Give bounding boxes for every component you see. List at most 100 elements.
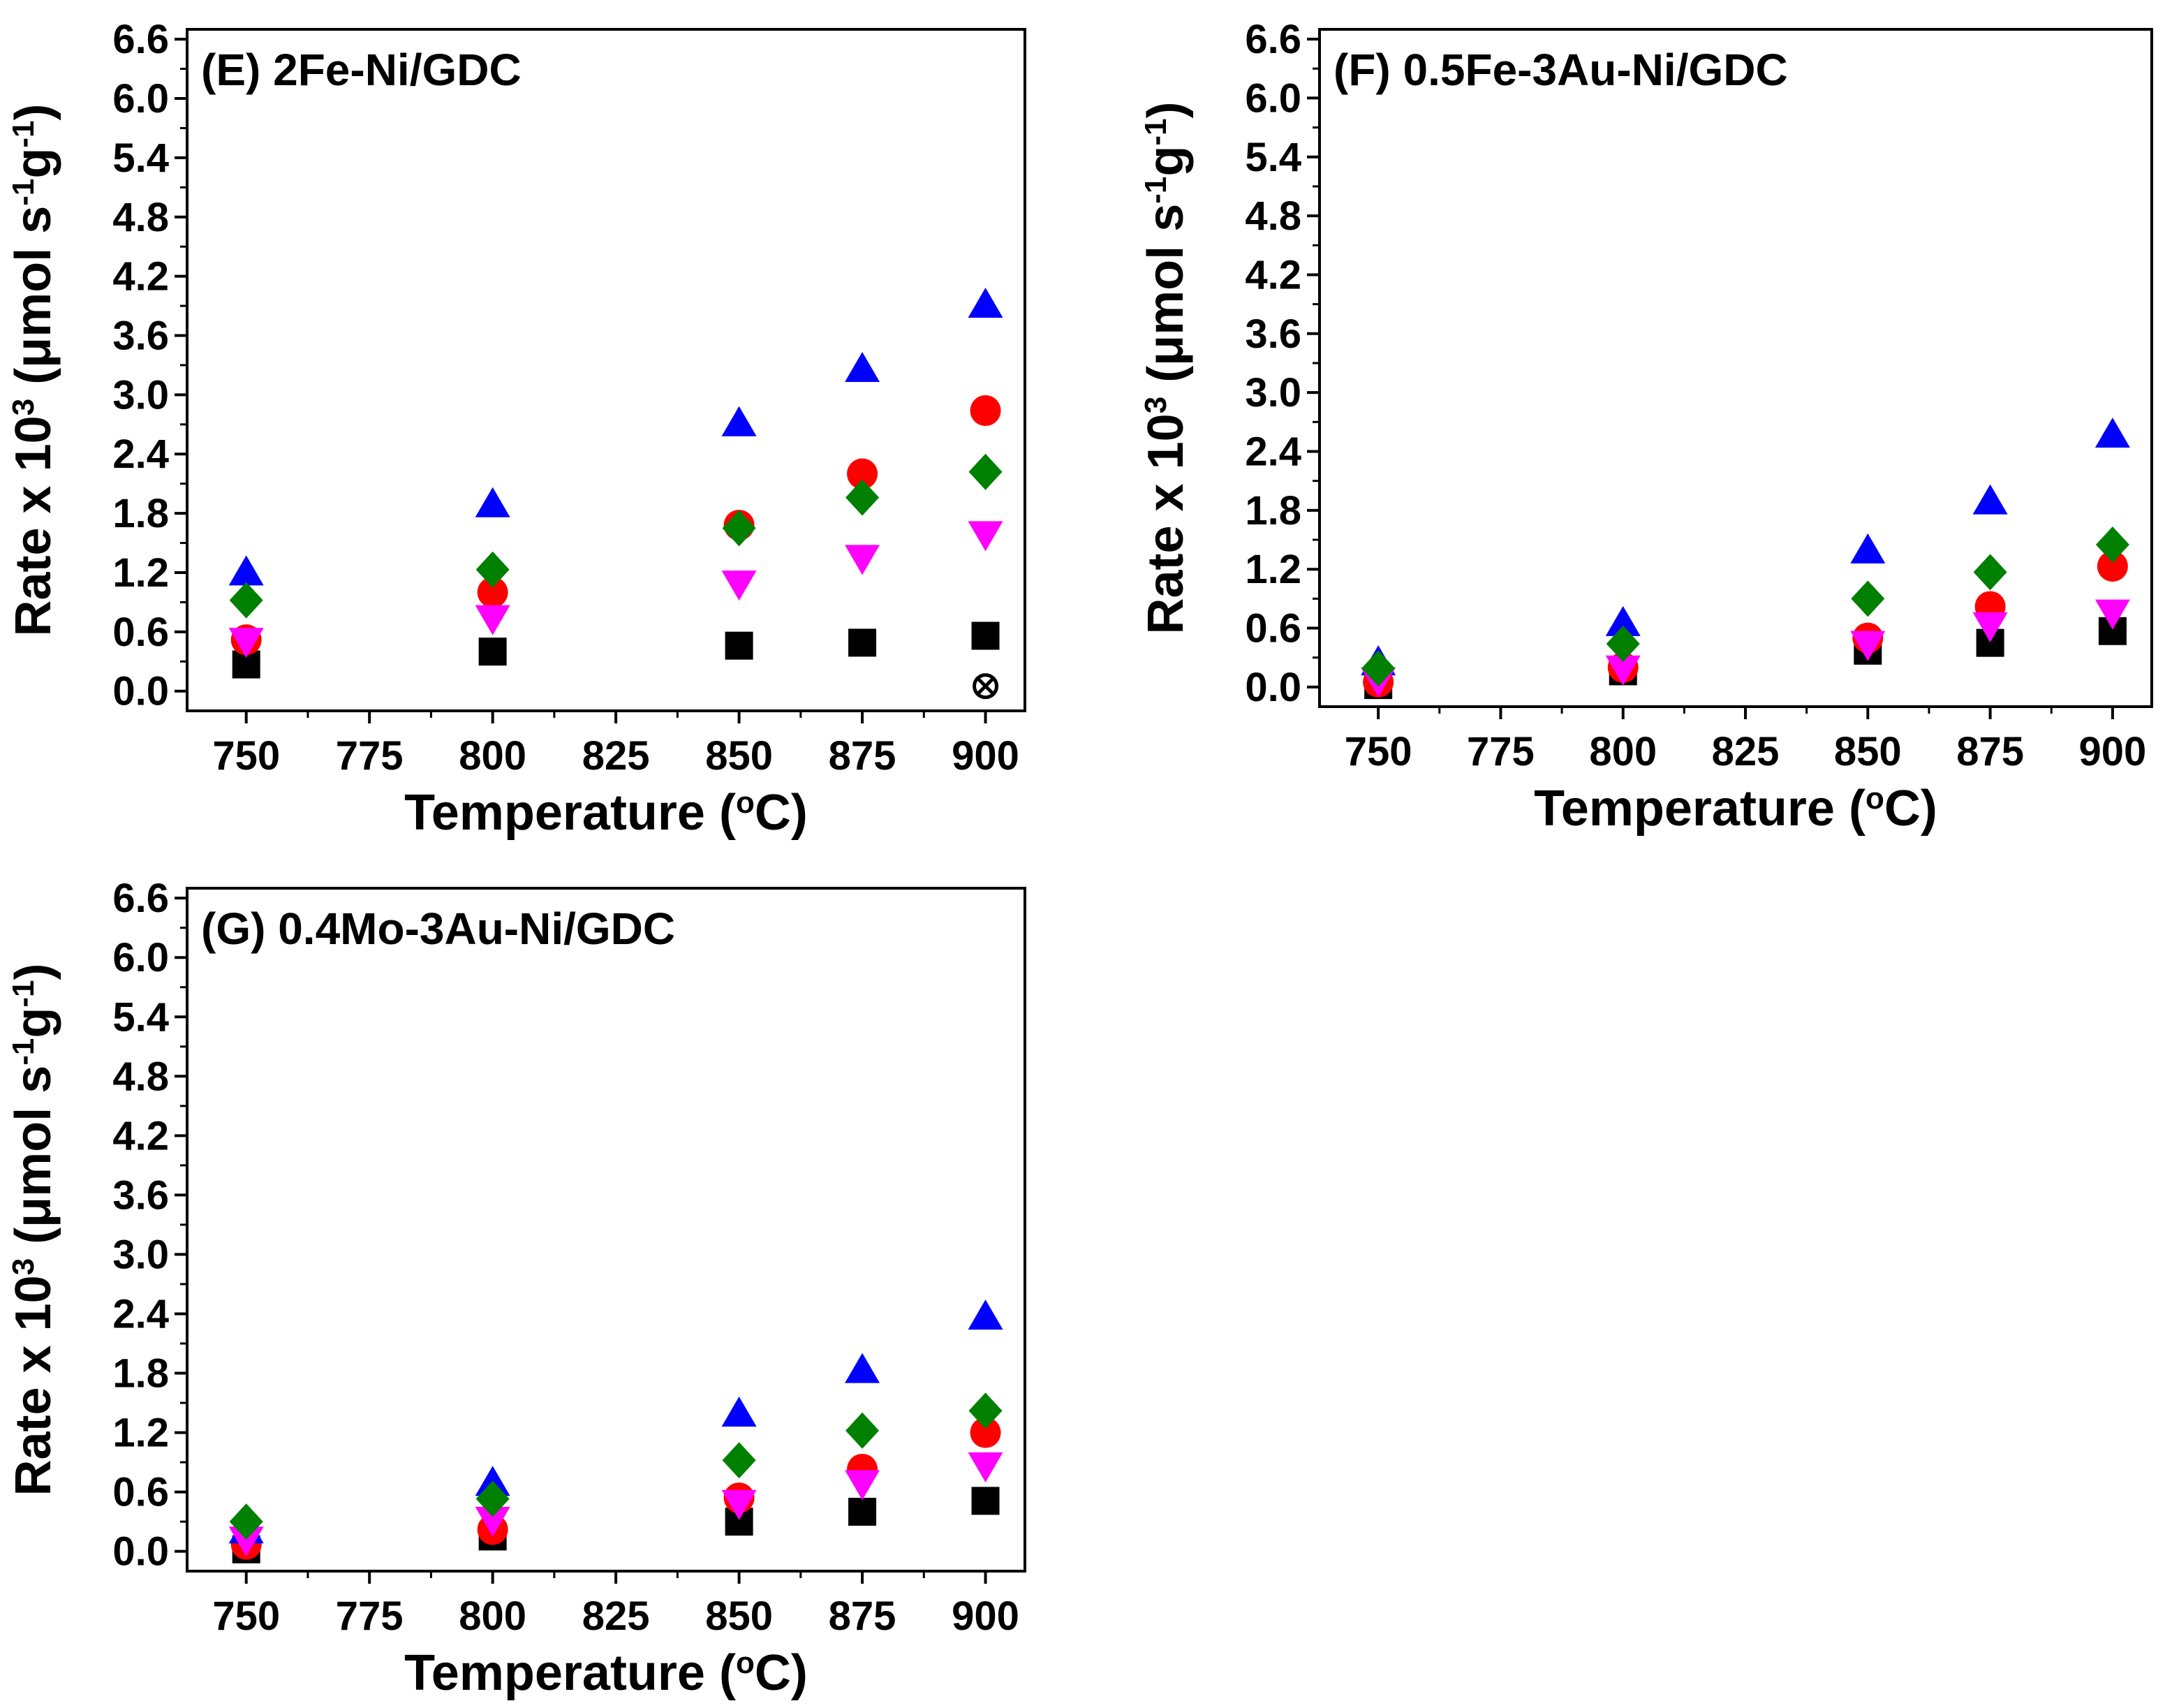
series-triangle-up <box>228 1300 1003 1544</box>
data-point <box>970 395 1001 426</box>
x-tick-label: 750 <box>212 1593 280 1639</box>
plot-frame <box>186 28 1026 712</box>
data-point <box>1973 554 2007 591</box>
x-tick-label: 900 <box>2079 729 2147 774</box>
data-point <box>477 577 508 608</box>
data-point <box>2095 418 2130 448</box>
data-point <box>845 1470 880 1501</box>
series-diamond <box>1361 527 2129 687</box>
chart-panel-f: 0.0 0.6 1.2 1.8 2.4 3.0 3.6 4.2 4.8 5.4 6.0 6.6 750 7… <box>1138 17 2153 837</box>
x-tick-label: 825 <box>1712 729 1780 774</box>
y-tick-label: 3.6 <box>112 313 169 358</box>
data-point <box>1850 631 1886 661</box>
x-tick-label: 825 <box>582 733 650 779</box>
y-tick-label: 1.8 <box>112 491 169 536</box>
data-point <box>968 1392 1003 1429</box>
y-tick-label: 5.4 <box>112 994 169 1040</box>
y-tick-label: 6.0 <box>112 935 169 980</box>
x-tick-label: 800 <box>459 1593 526 1639</box>
y-tick-label: 0.6 <box>112 1470 169 1515</box>
x-tick-label: 750 <box>212 733 280 779</box>
y-tick-label: 5.4 <box>112 135 169 181</box>
y-tick-label: 1.2 <box>112 1411 169 1456</box>
x-tick-label: 900 <box>952 1593 1019 1639</box>
data-point <box>475 605 510 635</box>
y-tick-label: 4.8 <box>112 195 169 240</box>
data-point <box>478 638 507 666</box>
data-point <box>475 487 510 517</box>
y-tick-label: 0.0 <box>1245 665 1301 710</box>
data-point <box>228 555 264 586</box>
y-tick-label: 6.6 <box>112 876 169 921</box>
x-tick-label: 775 <box>336 733 404 779</box>
data-point <box>1606 626 1640 663</box>
panel-title: (F) 0.5Fe-3Au-Ni/GDC <box>1334 45 1788 95</box>
y-tick-label: 0.0 <box>112 1529 169 1575</box>
data-point <box>1851 580 1885 617</box>
series-circle <box>1363 550 2128 698</box>
x-axis-title: Temperature (oC) <box>404 1645 808 1701</box>
x-axis-title: Temperature (oC) <box>404 785 808 841</box>
data-point <box>845 479 880 516</box>
data-point <box>721 1489 757 1520</box>
data-point <box>971 621 1000 650</box>
y-tick-label: 6.6 <box>1245 17 1301 62</box>
y-tick-label: 0.6 <box>112 610 169 655</box>
data-point <box>475 551 510 588</box>
x-tick-label: 850 <box>1834 729 1902 774</box>
data-point <box>721 406 757 436</box>
crossed-circle-ring <box>973 673 999 700</box>
y-tick-label: 6.0 <box>112 76 169 122</box>
y-axis-title: Rate x 103 (μmol s-1g-1) <box>6 964 61 1496</box>
series-diamond <box>229 1392 1003 1540</box>
data-point <box>1972 612 2008 642</box>
data-point-crossed-circle <box>973 673 999 700</box>
data-point <box>971 1487 1000 1515</box>
x-tick-label: 850 <box>705 733 773 779</box>
data-point <box>721 1397 757 1427</box>
x-tick-label: 875 <box>829 1593 896 1639</box>
data-point <box>228 1526 264 1557</box>
y-tick-label: 0.0 <box>112 669 169 714</box>
x-tick-label: 775 <box>336 1593 404 1639</box>
plot-frame <box>1318 28 2153 708</box>
x-tick-label: 800 <box>1589 729 1657 774</box>
data-point <box>845 1412 880 1449</box>
data-point <box>228 628 264 658</box>
series-triangle-up <box>1361 418 2130 676</box>
data-point <box>845 545 880 575</box>
x-tick-label: 750 <box>1345 729 1412 774</box>
y-tick-label: 2.4 <box>112 1291 169 1337</box>
data-point <box>847 458 878 489</box>
x-tick-label: 875 <box>829 733 896 779</box>
panel-title: (G) 0.4Mo-3Au-Ni/GDC <box>201 904 675 954</box>
data-point <box>2095 599 2130 630</box>
data-point <box>721 570 757 601</box>
data-point <box>2095 527 2129 564</box>
y-axis-title: Rate x 103 (μmol s-1g-1) <box>1138 102 1194 635</box>
series-triangle-down <box>228 1452 1003 1557</box>
data-point <box>722 1442 756 1479</box>
series-diamond <box>229 453 1003 619</box>
y-tick-label: 5.4 <box>1245 135 1301 180</box>
y-tick-label: 3.6 <box>1245 311 1301 357</box>
data-point <box>845 352 880 382</box>
y-tick-label: 1.8 <box>1245 488 1301 533</box>
chart-panel-e: 0.0 0.6 1.2 1.8 2.4 3.0 3.6 4.2 4.8 5.4 6.0 6.6 750 7… <box>6 17 1026 841</box>
y-tick-label: 3.6 <box>112 1172 169 1218</box>
y-tick-label: 1.8 <box>112 1351 169 1397</box>
y-tick-label: 3.0 <box>1245 370 1301 415</box>
y-tick-label: 4.8 <box>112 1054 169 1099</box>
y-tick-label: 1.2 <box>112 550 169 596</box>
y-tick-label: 2.4 <box>1245 429 1301 474</box>
series-square <box>232 1487 1000 1563</box>
data-point <box>968 1452 1003 1482</box>
x-tick-label: 800 <box>459 733 526 779</box>
x-tick-label: 850 <box>705 1593 773 1639</box>
series-circle <box>230 1417 1001 1560</box>
data-point <box>848 628 877 657</box>
y-tick-label: 6.0 <box>1245 75 1301 121</box>
y-tick-label: 4.2 <box>112 254 169 300</box>
data-point <box>1361 650 1396 687</box>
